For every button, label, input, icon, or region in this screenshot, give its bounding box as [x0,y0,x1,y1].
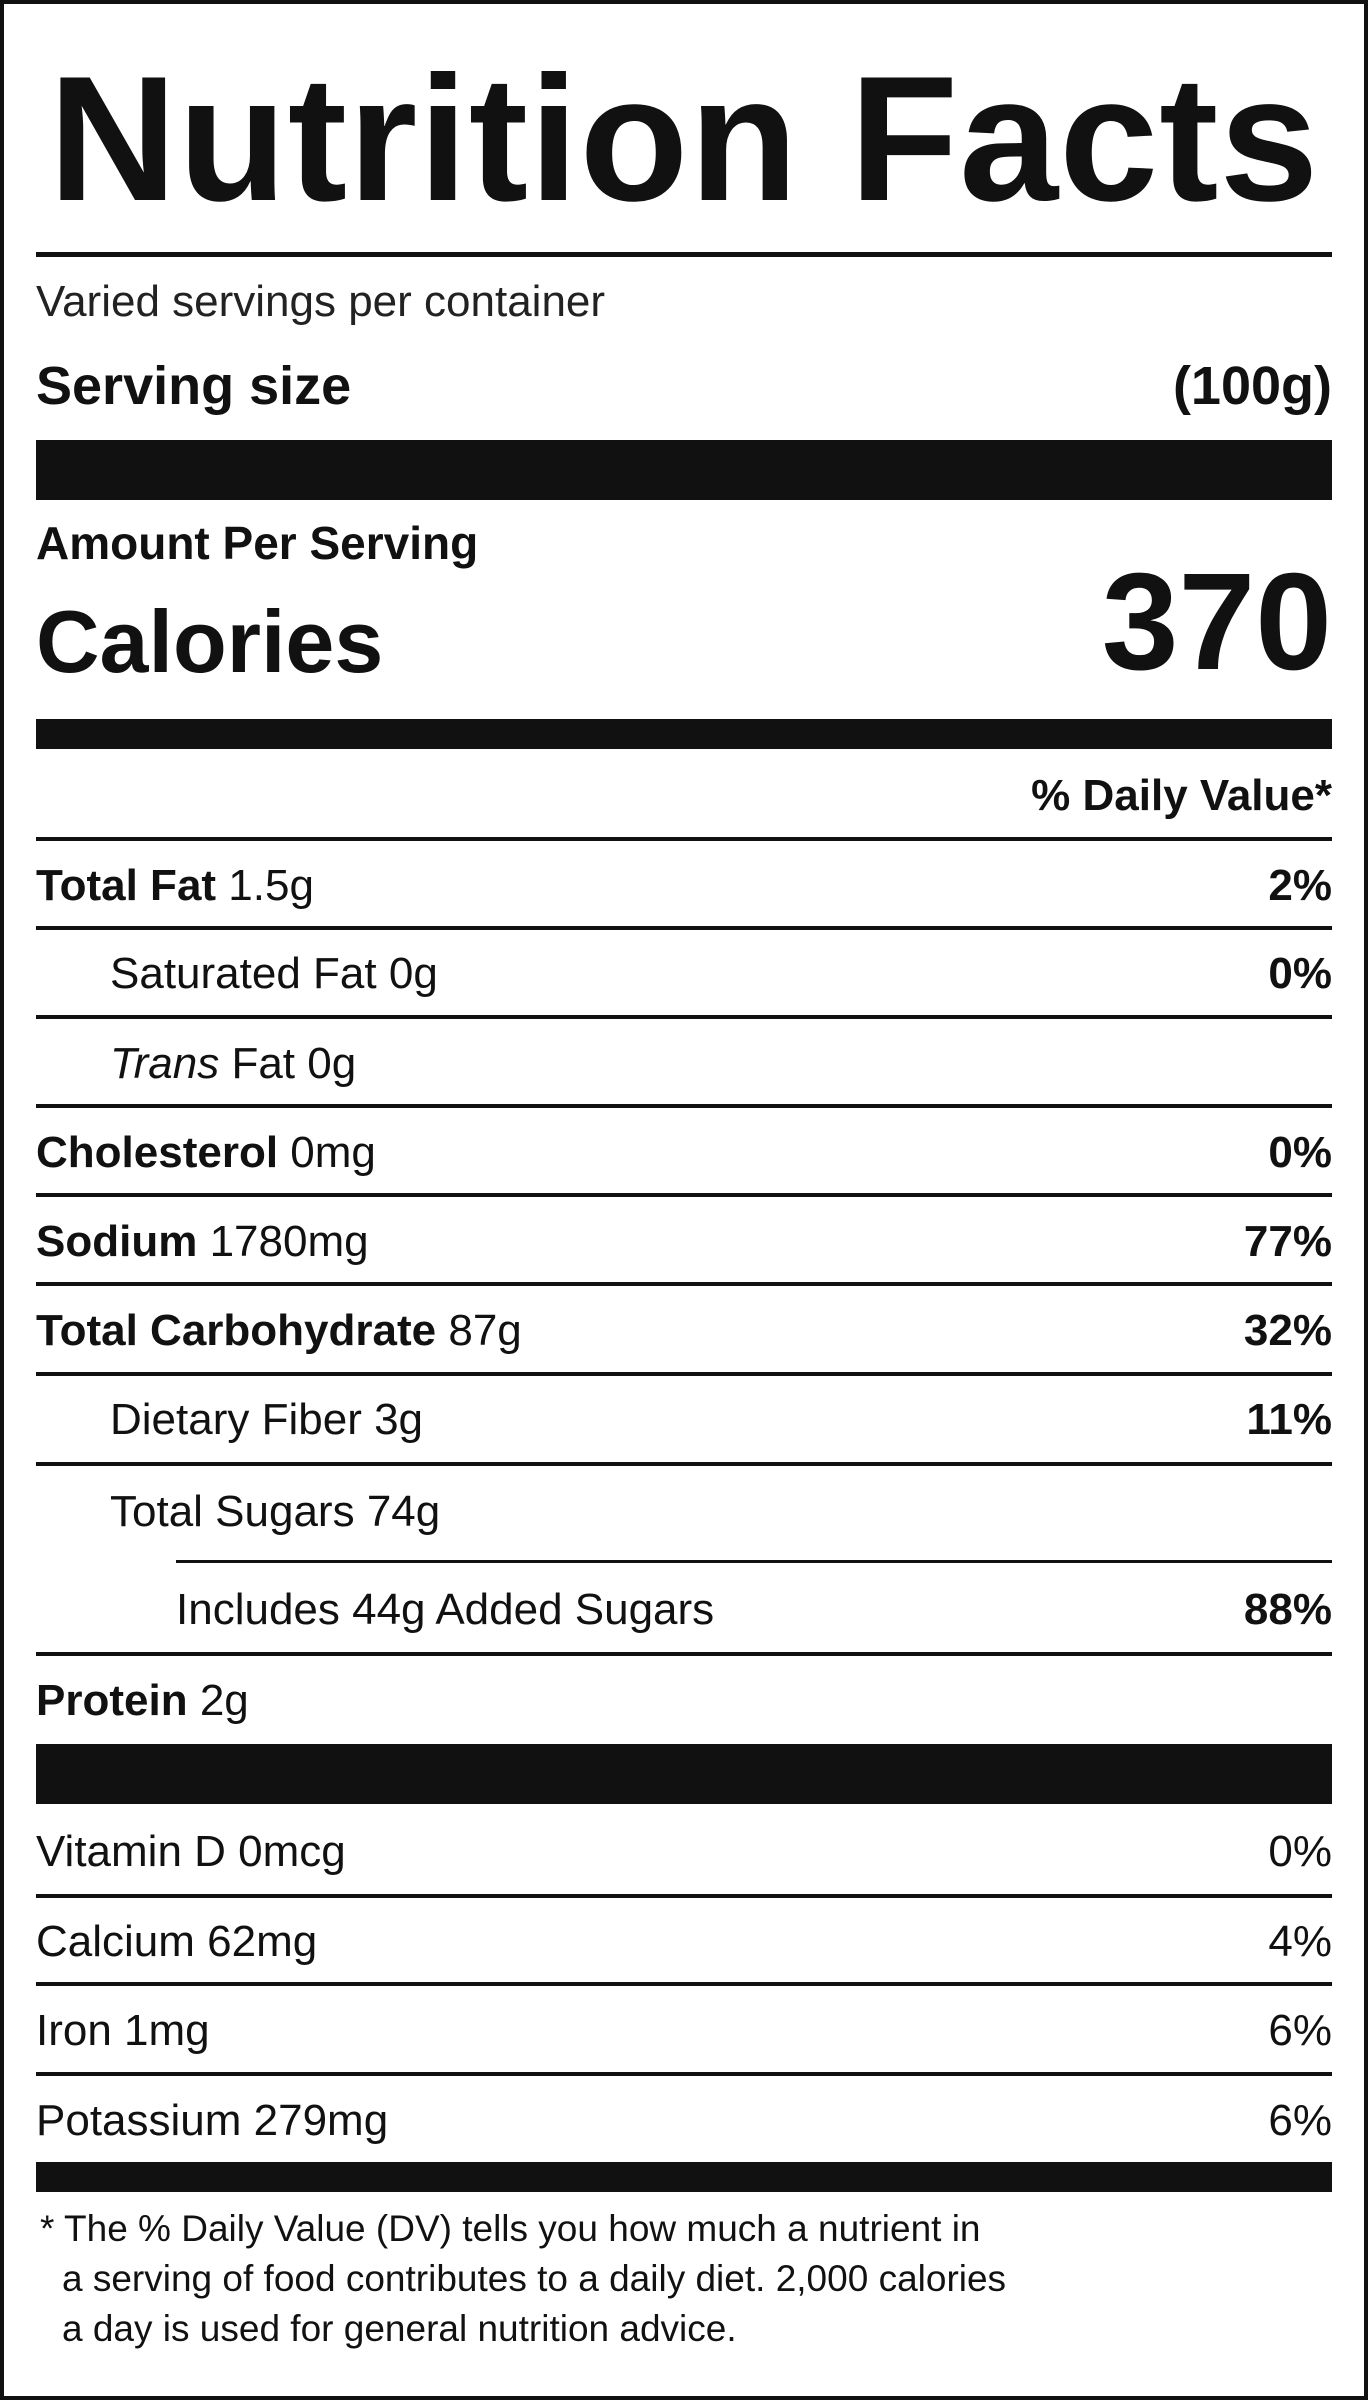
dv-saturated-fat: 0% [1268,949,1332,998]
nutrient-row-total-sugars: Total Sugars 74g [36,1482,1332,1542]
calories-value: 370 [1101,545,1332,699]
dv-added-sugars: 88% [1243,1585,1332,1634]
vitamin-row-vitamin-d: Vitamin D 0mcg 0% [36,1822,1332,1882]
serving-size-label: Serving size [36,356,352,416]
vitamin-row-iron: Iron 1mg 6% [36,2001,1332,2061]
nutrient-row-added-sugars: Includes 44g Added Sugars 88% [36,1580,1332,1640]
daily-value-header-row: % Daily Value* [36,766,1332,826]
dv-calcium: 4% [1268,1917,1332,1966]
divider [36,1015,1332,1019]
footnote: * The % Daily Value (DV) tells you how m… [40,2204,1240,2354]
nutrient-protein: Protein 2g [36,1676,249,1725]
thick-divider-footnote [36,2162,1332,2192]
nutrient-added-sugars: Includes 44g Added Sugars [176,1585,715,1634]
nutrient-sodium: Sodium 1780mg [36,1217,369,1266]
footnote-line: a serving of food contributes to a daily… [62,2258,1007,2299]
title-divider [36,252,1332,257]
dv-cholesterol: 0% [1268,1128,1332,1177]
dv-dietary-fiber: 11% [1246,1395,1332,1444]
divider [36,1652,1332,1656]
servings-per-container: Varied servings per container [36,277,606,326]
serving-size-value: (100g) [1172,356,1332,416]
nutrient-row-saturated-fat: Saturated Fat 0g 0% [36,944,1332,1004]
vitamin-d: Vitamin D 0mcg [36,1827,346,1876]
amount-per-serving: Amount Per Serving [36,517,479,569]
thick-divider-calories [36,719,1332,749]
serving-size-row: Serving size (100g) [36,350,1332,422]
nutrition-label-content: Nutrition Facts Varied servings per cont… [36,4,1332,2404]
nutrient-trans-fat: Trans Fat 0g [110,1039,357,1088]
dv-sodium: 77% [1243,1217,1332,1266]
nutrient-row-protein: Protein 2g [36,1671,1332,1731]
thick-divider-protein [36,1744,1332,1804]
nutrient-row-trans-fat: Trans Fat 0g [36,1034,1332,1094]
footnote-line: a day is used for general nutrition advi… [62,2308,737,2349]
divider-indented [176,1560,1332,1563]
nutrient-total-carbohydrate: Total Carbohydrate 87g [36,1306,522,1355]
dv-total-fat: 2% [1268,861,1332,910]
divider [36,1104,1332,1108]
label-title: Nutrition Facts [48,39,1320,238]
nutrient-total-fat: Total Fat 1.5g [36,861,314,910]
nutrient-row-dietary-fiber: Dietary Fiber 3g 11% [36,1390,1332,1450]
dv-vitamin-d: 0% [1268,1827,1332,1876]
thick-divider-serving [36,440,1332,500]
nutrient-row-total-fat: Total Fat 1.5g 2% [36,856,1332,916]
footnote-line: * The % Daily Value (DV) tells you how m… [40,2208,981,2249]
divider [36,1982,1332,1986]
divider [36,837,1332,841]
divider [36,2072,1332,2076]
vitamin-row-potassium: Potassium 279mg 6% [36,2091,1332,2151]
divider [36,1462,1332,1466]
nutrient-dietary-fiber: Dietary Fiber 3g [110,1395,424,1444]
divider [36,926,1332,930]
calories-label: Calories [36,592,384,691]
iron: Iron 1mg [36,2006,210,2055]
dv-total-carbohydrate: 32% [1243,1306,1332,1355]
divider [36,1894,1332,1898]
nutrient-cholesterol: Cholesterol 0mg [36,1128,376,1177]
nutrient-total-sugars: Total Sugars 74g [110,1487,441,1536]
divider [36,1193,1332,1197]
divider [36,1282,1332,1286]
nutrient-row-sodium: Sodium 1780mg 77% [36,1212,1332,1272]
nutrient-saturated-fat: Saturated Fat 0g [110,949,438,998]
nutrient-row-cholesterol: Cholesterol 0mg 0% [36,1123,1332,1183]
calcium: Calcium 62mg [36,1917,318,1966]
nutrient-row-total-carbohydrate: Total Carbohydrate 87g 32% [36,1301,1332,1361]
dv-potassium: 6% [1268,2096,1332,2145]
divider [36,1372,1332,1376]
vitamin-row-calcium: Calcium 62mg 4% [36,1912,1332,1972]
dv-iron: 6% [1268,2006,1332,2055]
potassium: Potassium 279mg [36,2096,389,2145]
calories-row: Calories 370 [36,552,1332,692]
daily-value-header: % Daily Value* [1031,771,1332,820]
